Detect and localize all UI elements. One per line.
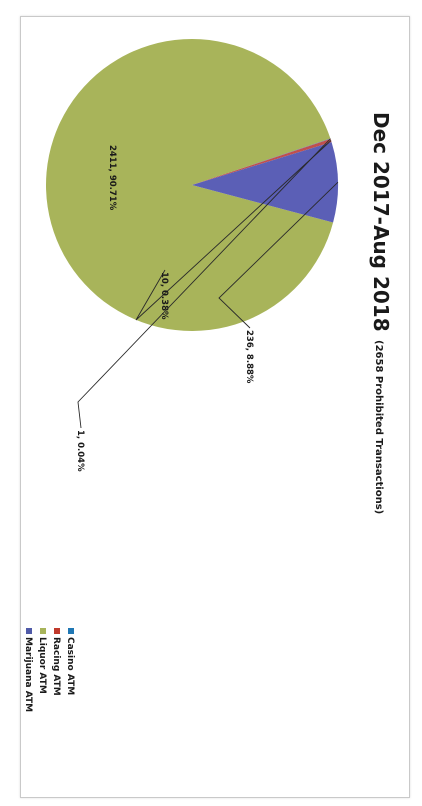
data-label: 236, 8.88% (244, 330, 254, 384)
data-label: 10, 0.38% (159, 272, 169, 320)
legend-label: Casino ATM (65, 637, 75, 695)
legend-label: Liquor ATM (37, 637, 47, 694)
legend-label: Racing ATM (51, 637, 61, 696)
legend-swatch (26, 628, 32, 634)
legend-swatch (54, 628, 60, 634)
pie-slices (46, 39, 338, 331)
legend-label: Marijuana ATM (23, 637, 33, 712)
chart-subtitle: (2658 Prohibited Transactions) (373, 340, 384, 514)
legend-swatch (40, 628, 46, 634)
pie-slice-marijuana-atm (192, 138, 331, 185)
pie-chart: Dec 2017-Aug 2018 (2658 Prohibited Trans… (23, 39, 393, 712)
leader-line (218, 181, 339, 329)
legend-swatch (68, 628, 74, 634)
chart-title: Dec 2017-Aug 2018 (369, 112, 393, 332)
data-label: 1, 0.04% (75, 430, 85, 472)
data-labels: 236, 8.88% 10, 0.38% 2411, 90.71% 1, 0.04% (75, 138, 339, 472)
legend: Casino ATM Racing ATM Liquor ATM Marijuana … (23, 628, 75, 712)
rotated-chart-area: Dec 2017-Aug 2018 (2658 Prohibited Trans… (23, 39, 393, 712)
pie-slice-racing-atm (192, 138, 332, 185)
leader-line (135, 140, 332, 321)
pie-slice-casino-atm (192, 142, 338, 223)
pie-slice-liquor-atm (46, 39, 334, 331)
leader-line (77, 138, 331, 429)
data-label: 2411, 90.71% (107, 145, 117, 211)
